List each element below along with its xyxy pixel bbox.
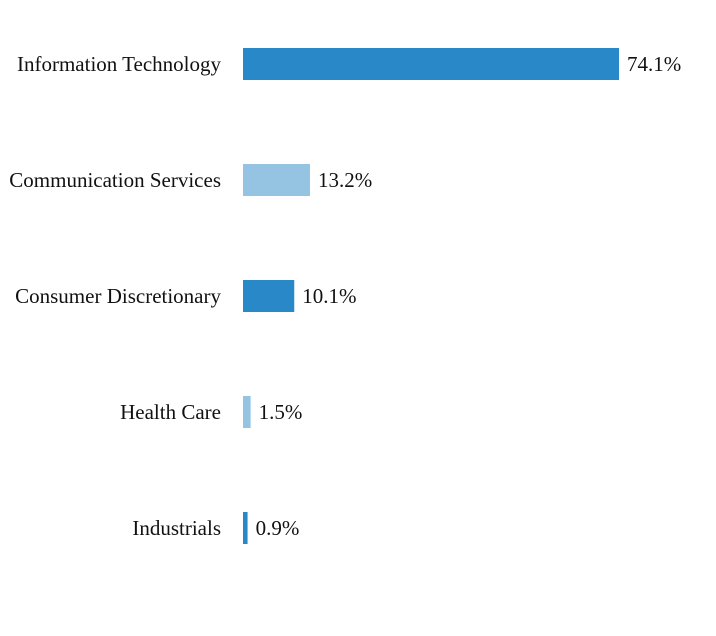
category-label-information-technology: Information Technology	[17, 52, 222, 76]
category-label-consumer-discretionary: Consumer Discretionary	[15, 284, 221, 308]
value-label-industrials: 0.9%	[256, 516, 300, 540]
bar-communication-services	[243, 164, 310, 196]
bar-information-technology	[243, 48, 619, 80]
bar-health-care	[243, 396, 251, 428]
value-label-communication-services: 13.2%	[318, 168, 372, 192]
category-label-health-care: Health Care	[120, 400, 221, 424]
value-label-consumer-discretionary: 10.1%	[302, 284, 356, 308]
category-label-industrials: Industrials	[132, 516, 221, 540]
labels-layer: Information Technology 74.1% Communication…	[9, 52, 681, 540]
bar-consumer-discretionary	[243, 280, 295, 312]
bars-layer	[243, 48, 619, 544]
category-label-communication-services: Communication Services	[9, 168, 221, 192]
value-label-information-technology: 74.1%	[627, 52, 681, 76]
bar-industrials	[243, 512, 248, 544]
value-label-health-care: 1.5%	[259, 400, 303, 424]
